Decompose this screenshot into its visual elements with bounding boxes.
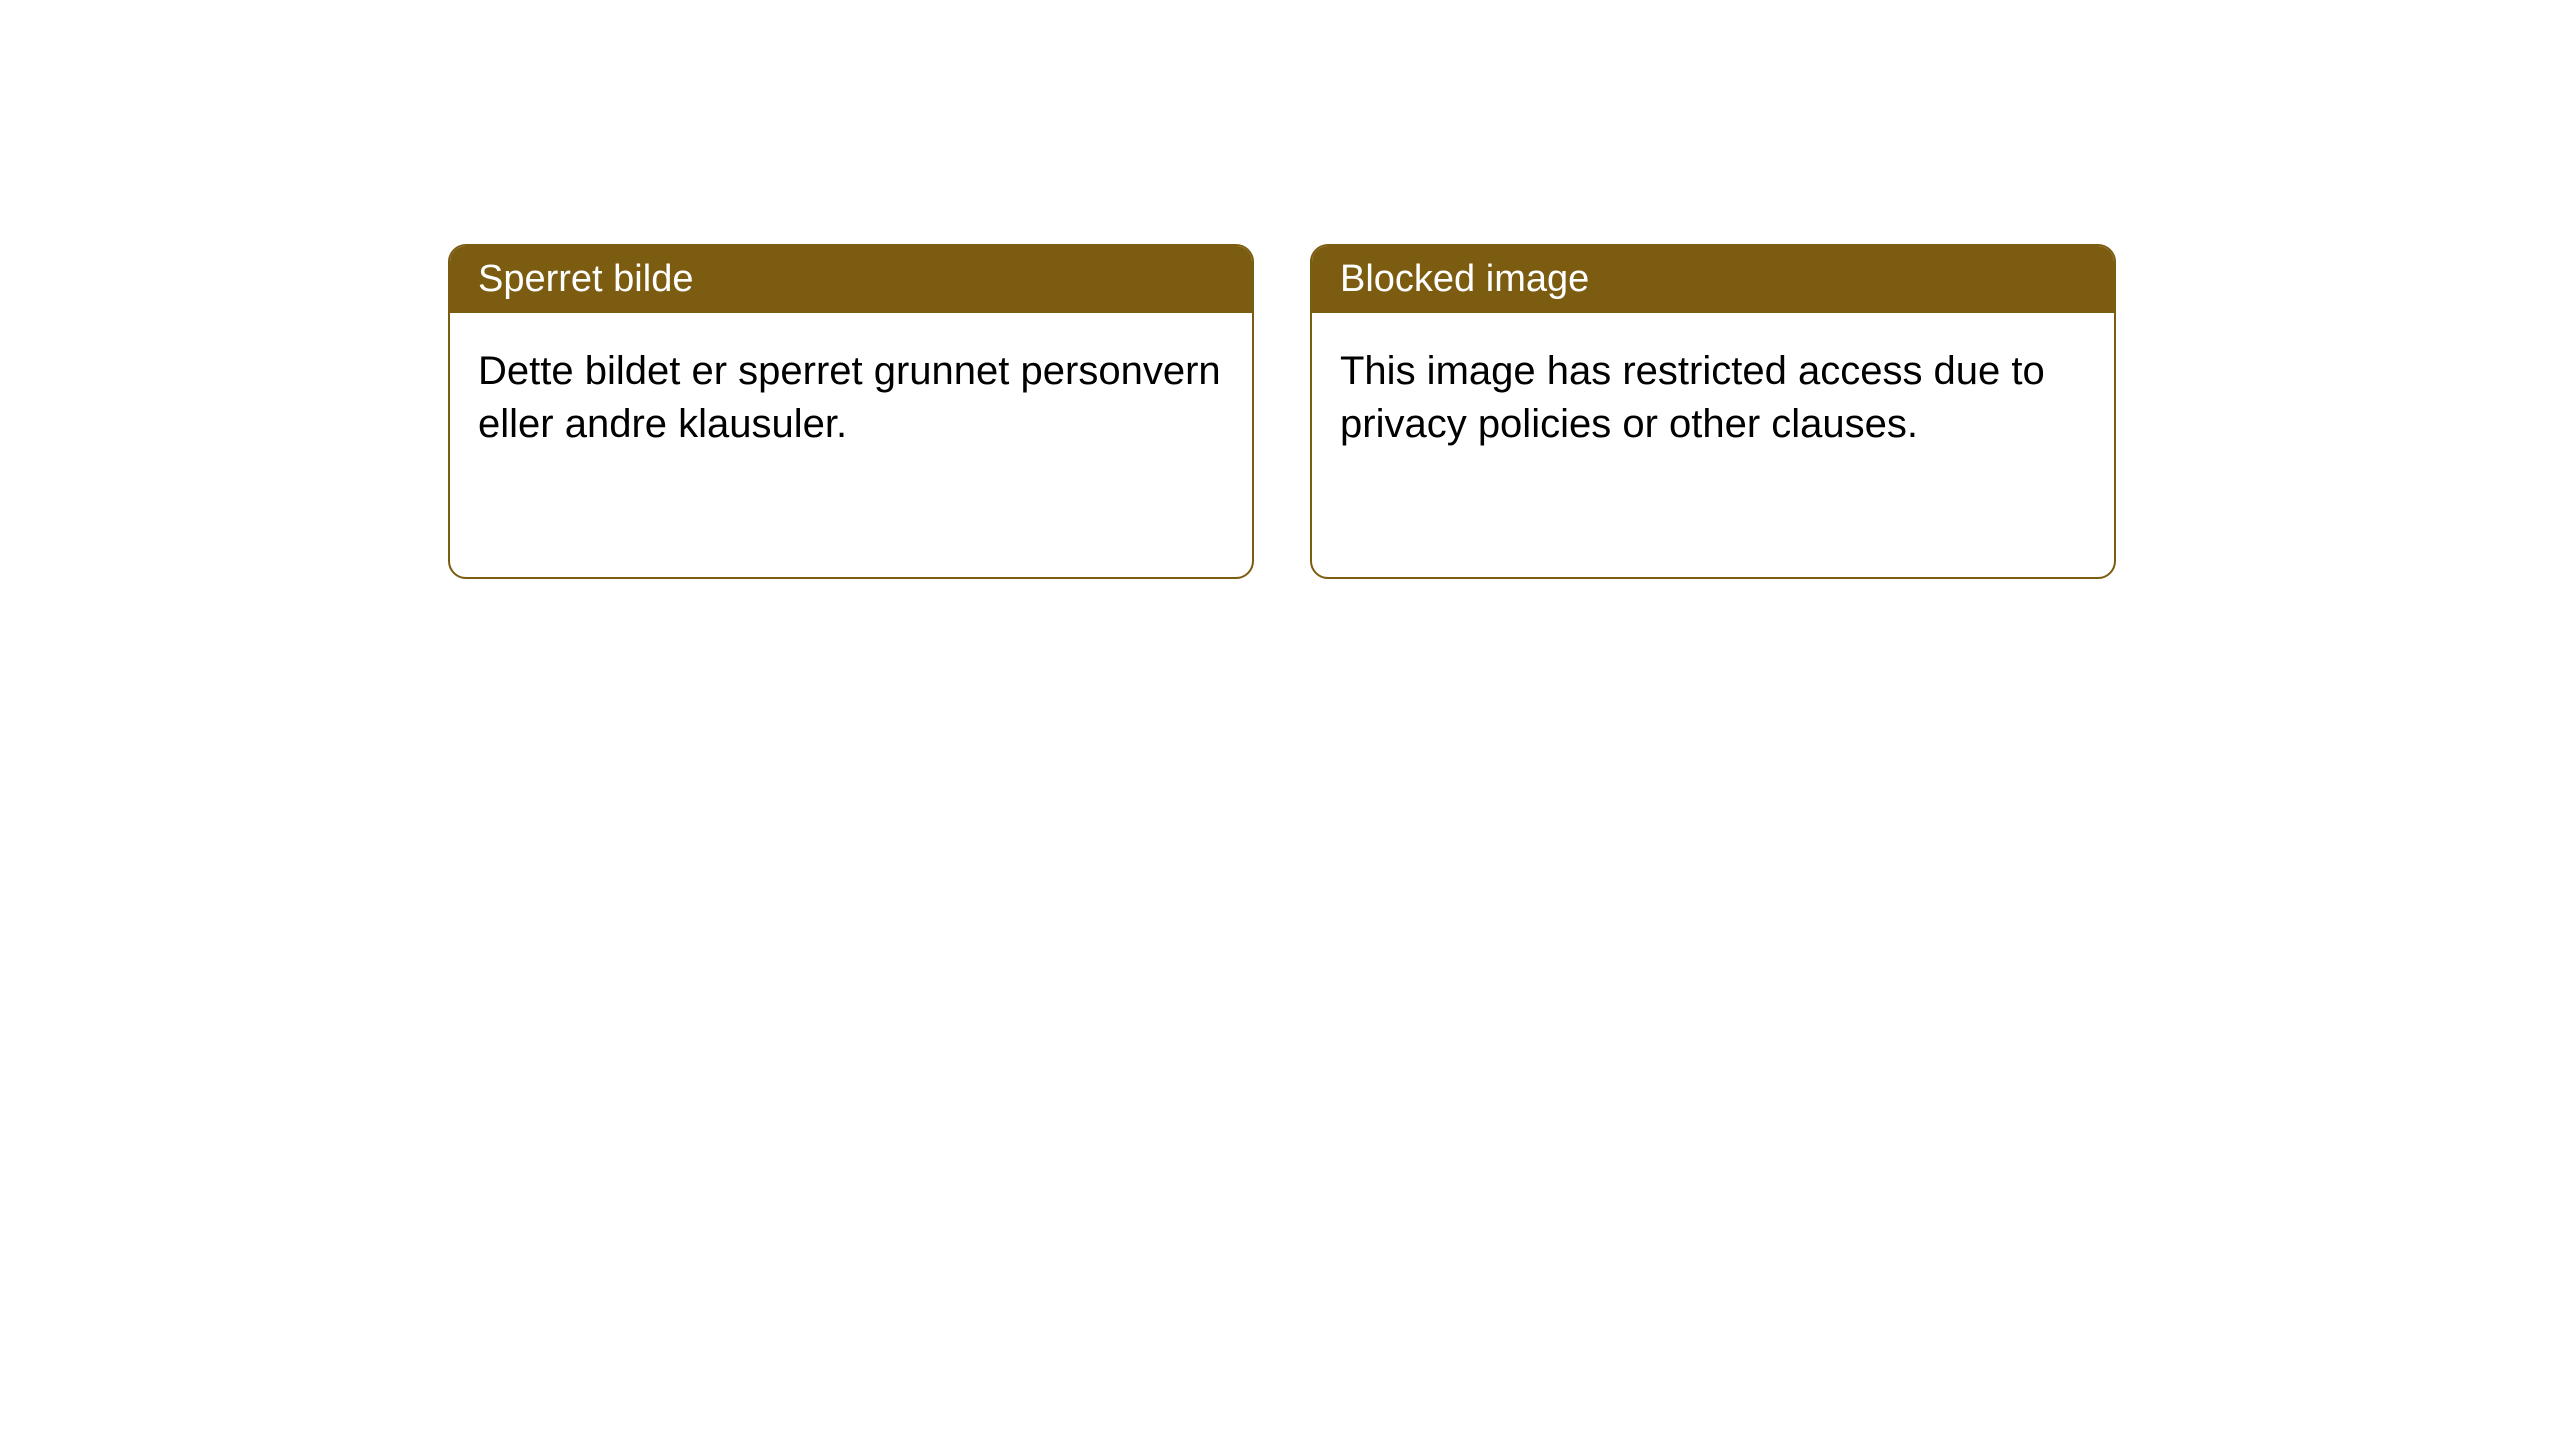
- notice-container: Sperret bilde Dette bildet er sperret gr…: [0, 0, 2560, 579]
- notice-card-en: Blocked image This image has restricted …: [1310, 244, 2116, 579]
- notice-title-en: Blocked image: [1340, 258, 1589, 300]
- notice-body-no: Dette bildet er sperret grunnet personve…: [478, 349, 1221, 446]
- notice-title-no: Sperret bilde: [478, 258, 693, 300]
- notice-card-body-no: Dette bildet er sperret grunnet personve…: [450, 313, 1252, 483]
- notice-body-en: This image has restricted access due to …: [1340, 349, 2045, 446]
- notice-card-body-en: This image has restricted access due to …: [1312, 313, 2114, 483]
- notice-card-header-en: Blocked image: [1312, 246, 2114, 313]
- notice-card-header-no: Sperret bilde: [450, 246, 1252, 313]
- notice-card-no: Sperret bilde Dette bildet er sperret gr…: [448, 244, 1254, 579]
